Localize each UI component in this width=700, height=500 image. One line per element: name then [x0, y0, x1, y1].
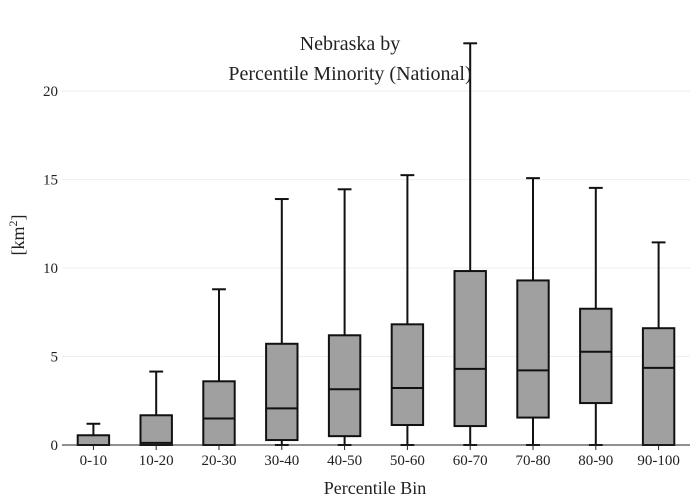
box-iqr	[265, 342, 299, 442]
x-axis-label: Percentile Bin	[324, 478, 426, 498]
y-tick-label: 5	[51, 350, 59, 366]
y-tick-label: 15	[43, 173, 58, 189]
box-70-80	[516, 177, 550, 446]
y-tick-label: 0	[51, 438, 59, 454]
chart-title-line-1: Nebraska by	[300, 33, 401, 55]
y-tick-label: 10	[43, 261, 58, 277]
box-90-100	[641, 241, 676, 447]
y-tick-label: 20	[43, 84, 58, 100]
box-60-70	[453, 42, 487, 446]
box-50-60	[390, 174, 425, 446]
x-tick-label: 0-10	[80, 453, 108, 469]
box-40-50	[327, 188, 362, 446]
box-iqr	[202, 380, 236, 447]
y-axis-label-superscript: 2	[6, 221, 20, 227]
box-iqr	[76, 434, 111, 447]
box-80-90	[579, 186, 613, 446]
x-tick-label: 40-50	[327, 453, 362, 469]
box-series	[76, 42, 676, 447]
box-iqr	[453, 270, 487, 428]
box-0-10	[76, 422, 111, 447]
box-iqr	[579, 307, 613, 405]
x-tick-label: 20-30	[202, 453, 237, 469]
box-10-20	[139, 370, 173, 446]
box-iqr	[390, 323, 425, 427]
x-tick-label: 80-90	[578, 453, 613, 469]
x-tick-label: 50-60	[390, 453, 425, 469]
box-20-30	[202, 288, 236, 447]
chart-title-line-2: Percentile Minority (National)	[228, 63, 471, 85]
axes	[62, 444, 690, 450]
box-iqr	[327, 334, 362, 438]
tick-labels: 0 5 10 15 20 0-10 10-20 20-30 30-40 40-50 50-60 60-…	[43, 84, 680, 469]
box-iqr	[641, 327, 676, 447]
y-axis-label-base: [km	[8, 227, 28, 256]
x-tick-label: 60-70	[453, 453, 488, 469]
box-iqr	[516, 279, 550, 419]
x-tick-label: 10-20	[139, 453, 174, 469]
box-iqr	[139, 414, 173, 446]
x-tick-label: 70-80	[516, 453, 551, 469]
y-axis-label: [km2]	[6, 215, 28, 256]
box-30-40	[265, 198, 299, 446]
y-axis-label-close: ]	[8, 215, 28, 221]
x-tick-label: 30-40	[264, 453, 299, 469]
x-tick-label: 90-100	[637, 453, 680, 469]
